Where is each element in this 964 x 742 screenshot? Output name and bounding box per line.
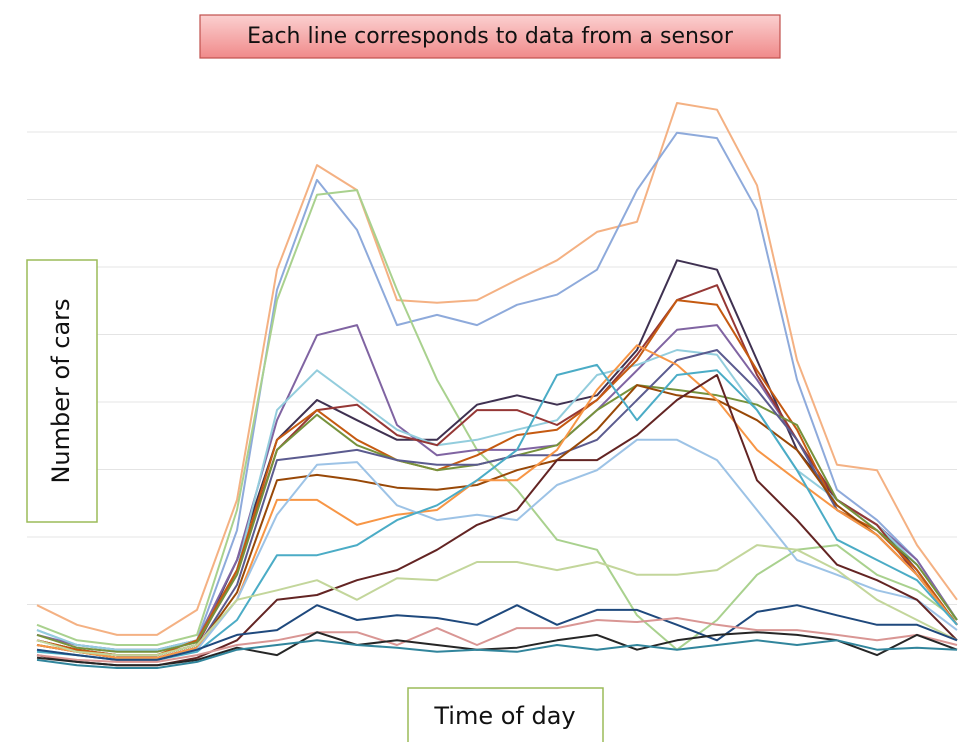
sensor-line: [36, 604, 958, 661]
sensor-line: [36, 384, 958, 659]
sensor-line: [36, 259, 958, 657]
chart-title: Each line corresponds to data from a sen…: [247, 24, 734, 49]
sensor-line: [36, 299, 958, 657]
sensor-line: [36, 544, 958, 657]
sensor-line: [36, 344, 958, 659]
sensor-line: [36, 102, 958, 636]
sensor-line: [36, 617, 958, 663]
sensor-line: [36, 131, 958, 651]
title-box: [199, 14, 781, 59]
x-axis-label: Time of day: [433, 702, 575, 730]
lines: [36, 102, 958, 669]
y-label-box: [26, 259, 98, 523]
sensor-line: [36, 189, 958, 651]
grid: [27, 131, 957, 605]
sensor-line: [36, 374, 958, 667]
sensor-line: [36, 631, 958, 667]
y-axis-label: Number of cars: [47, 298, 75, 483]
sensor-line: [36, 363, 958, 661]
x-label-box: [407, 687, 604, 742]
sensor-line: [36, 639, 958, 669]
